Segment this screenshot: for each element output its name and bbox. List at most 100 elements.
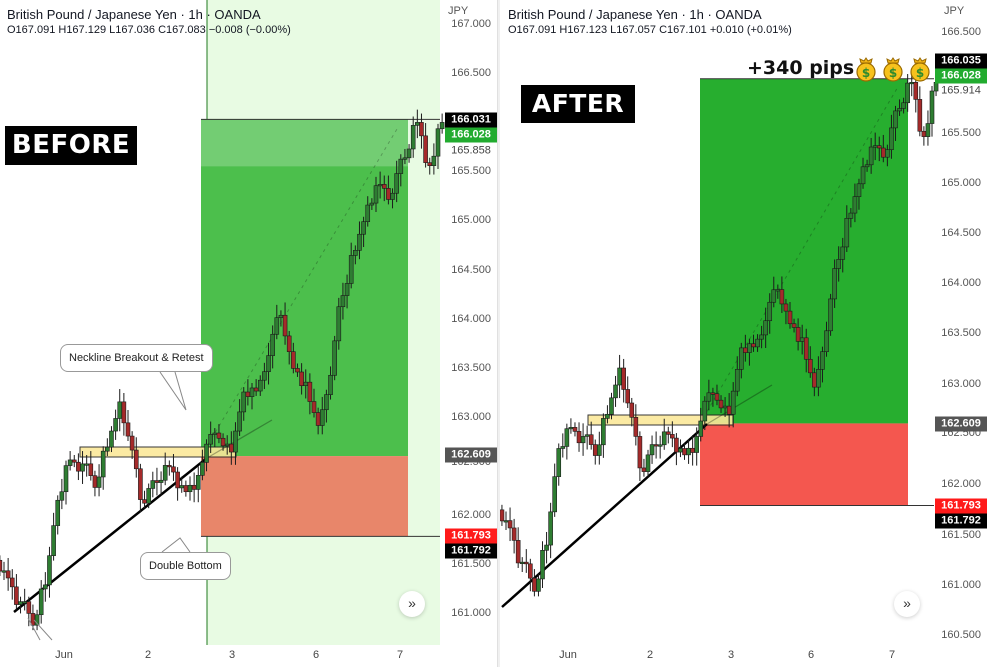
candle-body <box>714 393 720 401</box>
candle-body <box>519 561 525 564</box>
price-label: 161.793 <box>935 498 987 514</box>
candle-body <box>641 467 647 472</box>
candle-body <box>718 399 724 409</box>
candle-body <box>237 411 242 432</box>
price-tick: 165.500 <box>451 165 491 177</box>
candle-body <box>698 420 704 437</box>
candle-body <box>427 162 433 166</box>
price-axis[interactable]: JPY 167.000 166.500 165.500 165.000 164.500 1… <box>440 0 497 667</box>
candle-body <box>523 561 529 565</box>
candle-body <box>88 463 94 476</box>
candle-body <box>336 306 342 342</box>
candle-body <box>722 405 728 409</box>
candle-body <box>406 148 412 159</box>
neckline-zone <box>587 414 734 426</box>
candle-body <box>795 327 801 342</box>
scroll-to-realtime-button[interactable]: » <box>399 591 425 617</box>
time-tick: 7 <box>396 649 404 661</box>
candle-body <box>241 391 247 413</box>
candle-body <box>925 123 931 137</box>
time-tick: 2 <box>144 649 152 661</box>
candle-body <box>431 155 437 166</box>
candle-body <box>771 289 777 303</box>
candle-body <box>872 145 878 148</box>
price-tick: 165.000 <box>941 177 981 189</box>
chart-panel-before[interactable]: British Pound / Japanese Yen · 1h · OAND… <box>0 0 497 667</box>
candle-body <box>282 314 288 337</box>
candle-body <box>929 90 935 124</box>
candle-body <box>633 416 639 437</box>
candle-body <box>158 479 164 483</box>
price-tick: 166.500 <box>451 67 491 79</box>
symbol-title[interactable]: British Pound / Japanese Yen · 1h · OAND… <box>508 7 762 22</box>
candle-body <box>597 444 602 456</box>
scroll-to-realtime-button[interactable]: » <box>894 591 920 617</box>
candle-body <box>755 338 760 348</box>
candle-body <box>319 409 325 426</box>
candle-body <box>832 268 837 300</box>
candle-body <box>270 333 275 356</box>
profit-zone-upper <box>201 119 408 167</box>
candle-body <box>34 614 40 626</box>
price-label: 161.793 <box>445 528 497 544</box>
candle-body <box>187 484 193 493</box>
money-bag-icons: $ <box>855 56 935 87</box>
time-axis[interactable]: Jun 2 3 6 7 <box>0 643 440 667</box>
candle-body <box>791 323 797 328</box>
candle-body <box>824 330 829 352</box>
candle-body <box>249 387 255 397</box>
candle-body <box>200 462 205 476</box>
candle-body <box>295 368 300 373</box>
time-axis[interactable]: Jun 2 3 6 7 <box>500 643 934 667</box>
callout-pointer <box>159 371 187 411</box>
candle-body <box>694 436 699 453</box>
candle-body <box>739 347 744 370</box>
candle-body <box>601 418 606 446</box>
candle-body <box>678 448 683 453</box>
candle-body <box>76 461 81 472</box>
candle-body <box>670 434 675 439</box>
candle-body <box>14 586 19 605</box>
candle-body <box>710 392 716 395</box>
candle-body <box>125 422 131 437</box>
chart-panel-after[interactable]: British Pound / Japanese Yen · 1h · OAND… <box>500 0 987 667</box>
candle-body <box>423 135 428 163</box>
candlestick-chart-before[interactable] <box>0 0 497 667</box>
candle-body <box>889 127 894 151</box>
candle-body <box>212 432 218 435</box>
neckline-callout: Neckline Breakout & Retest <box>60 344 213 372</box>
candle-body <box>580 436 586 444</box>
symbol-legend: British Pound / Japanese Yen · 1h · OAND… <box>508 6 792 38</box>
price-axis[interactable]: JPY 166.500 165.500 165.000 164.500 164.000 1… <box>934 0 987 667</box>
price-label: 161.792 <box>445 543 497 559</box>
candle-body <box>96 476 102 488</box>
candle-body <box>390 192 395 200</box>
ohlc-values: O167.091 H167.129 L167.036 C167.083 −0.0… <box>7 24 291 36</box>
candle-body <box>901 102 906 109</box>
candle-body <box>747 343 752 353</box>
candle-body <box>751 343 756 348</box>
candle-body <box>860 166 866 185</box>
candle-body <box>775 289 781 292</box>
candle-body <box>67 459 73 466</box>
candle-body <box>365 204 371 222</box>
candle-body <box>799 337 805 342</box>
candle-body <box>191 484 197 490</box>
symbol-title[interactable]: British Pound / Japanese Yen · 1h · OAND… <box>7 7 261 22</box>
candle-body <box>609 397 614 415</box>
candle-body <box>661 431 667 446</box>
pips-result-label: +340 pips <box>747 57 855 79</box>
candle-body <box>552 476 557 513</box>
candle-body <box>649 444 655 456</box>
candle-body <box>146 488 151 504</box>
candlestick-chart-after[interactable] <box>500 0 987 667</box>
candle-body <box>528 563 533 579</box>
candle-body <box>274 317 280 335</box>
candle-body <box>63 465 69 493</box>
candle-body <box>47 555 52 586</box>
candle-body <box>109 430 114 448</box>
candle-body <box>154 480 160 483</box>
candle-body <box>621 367 626 390</box>
candle-body <box>629 402 635 418</box>
candle-body <box>913 82 919 100</box>
